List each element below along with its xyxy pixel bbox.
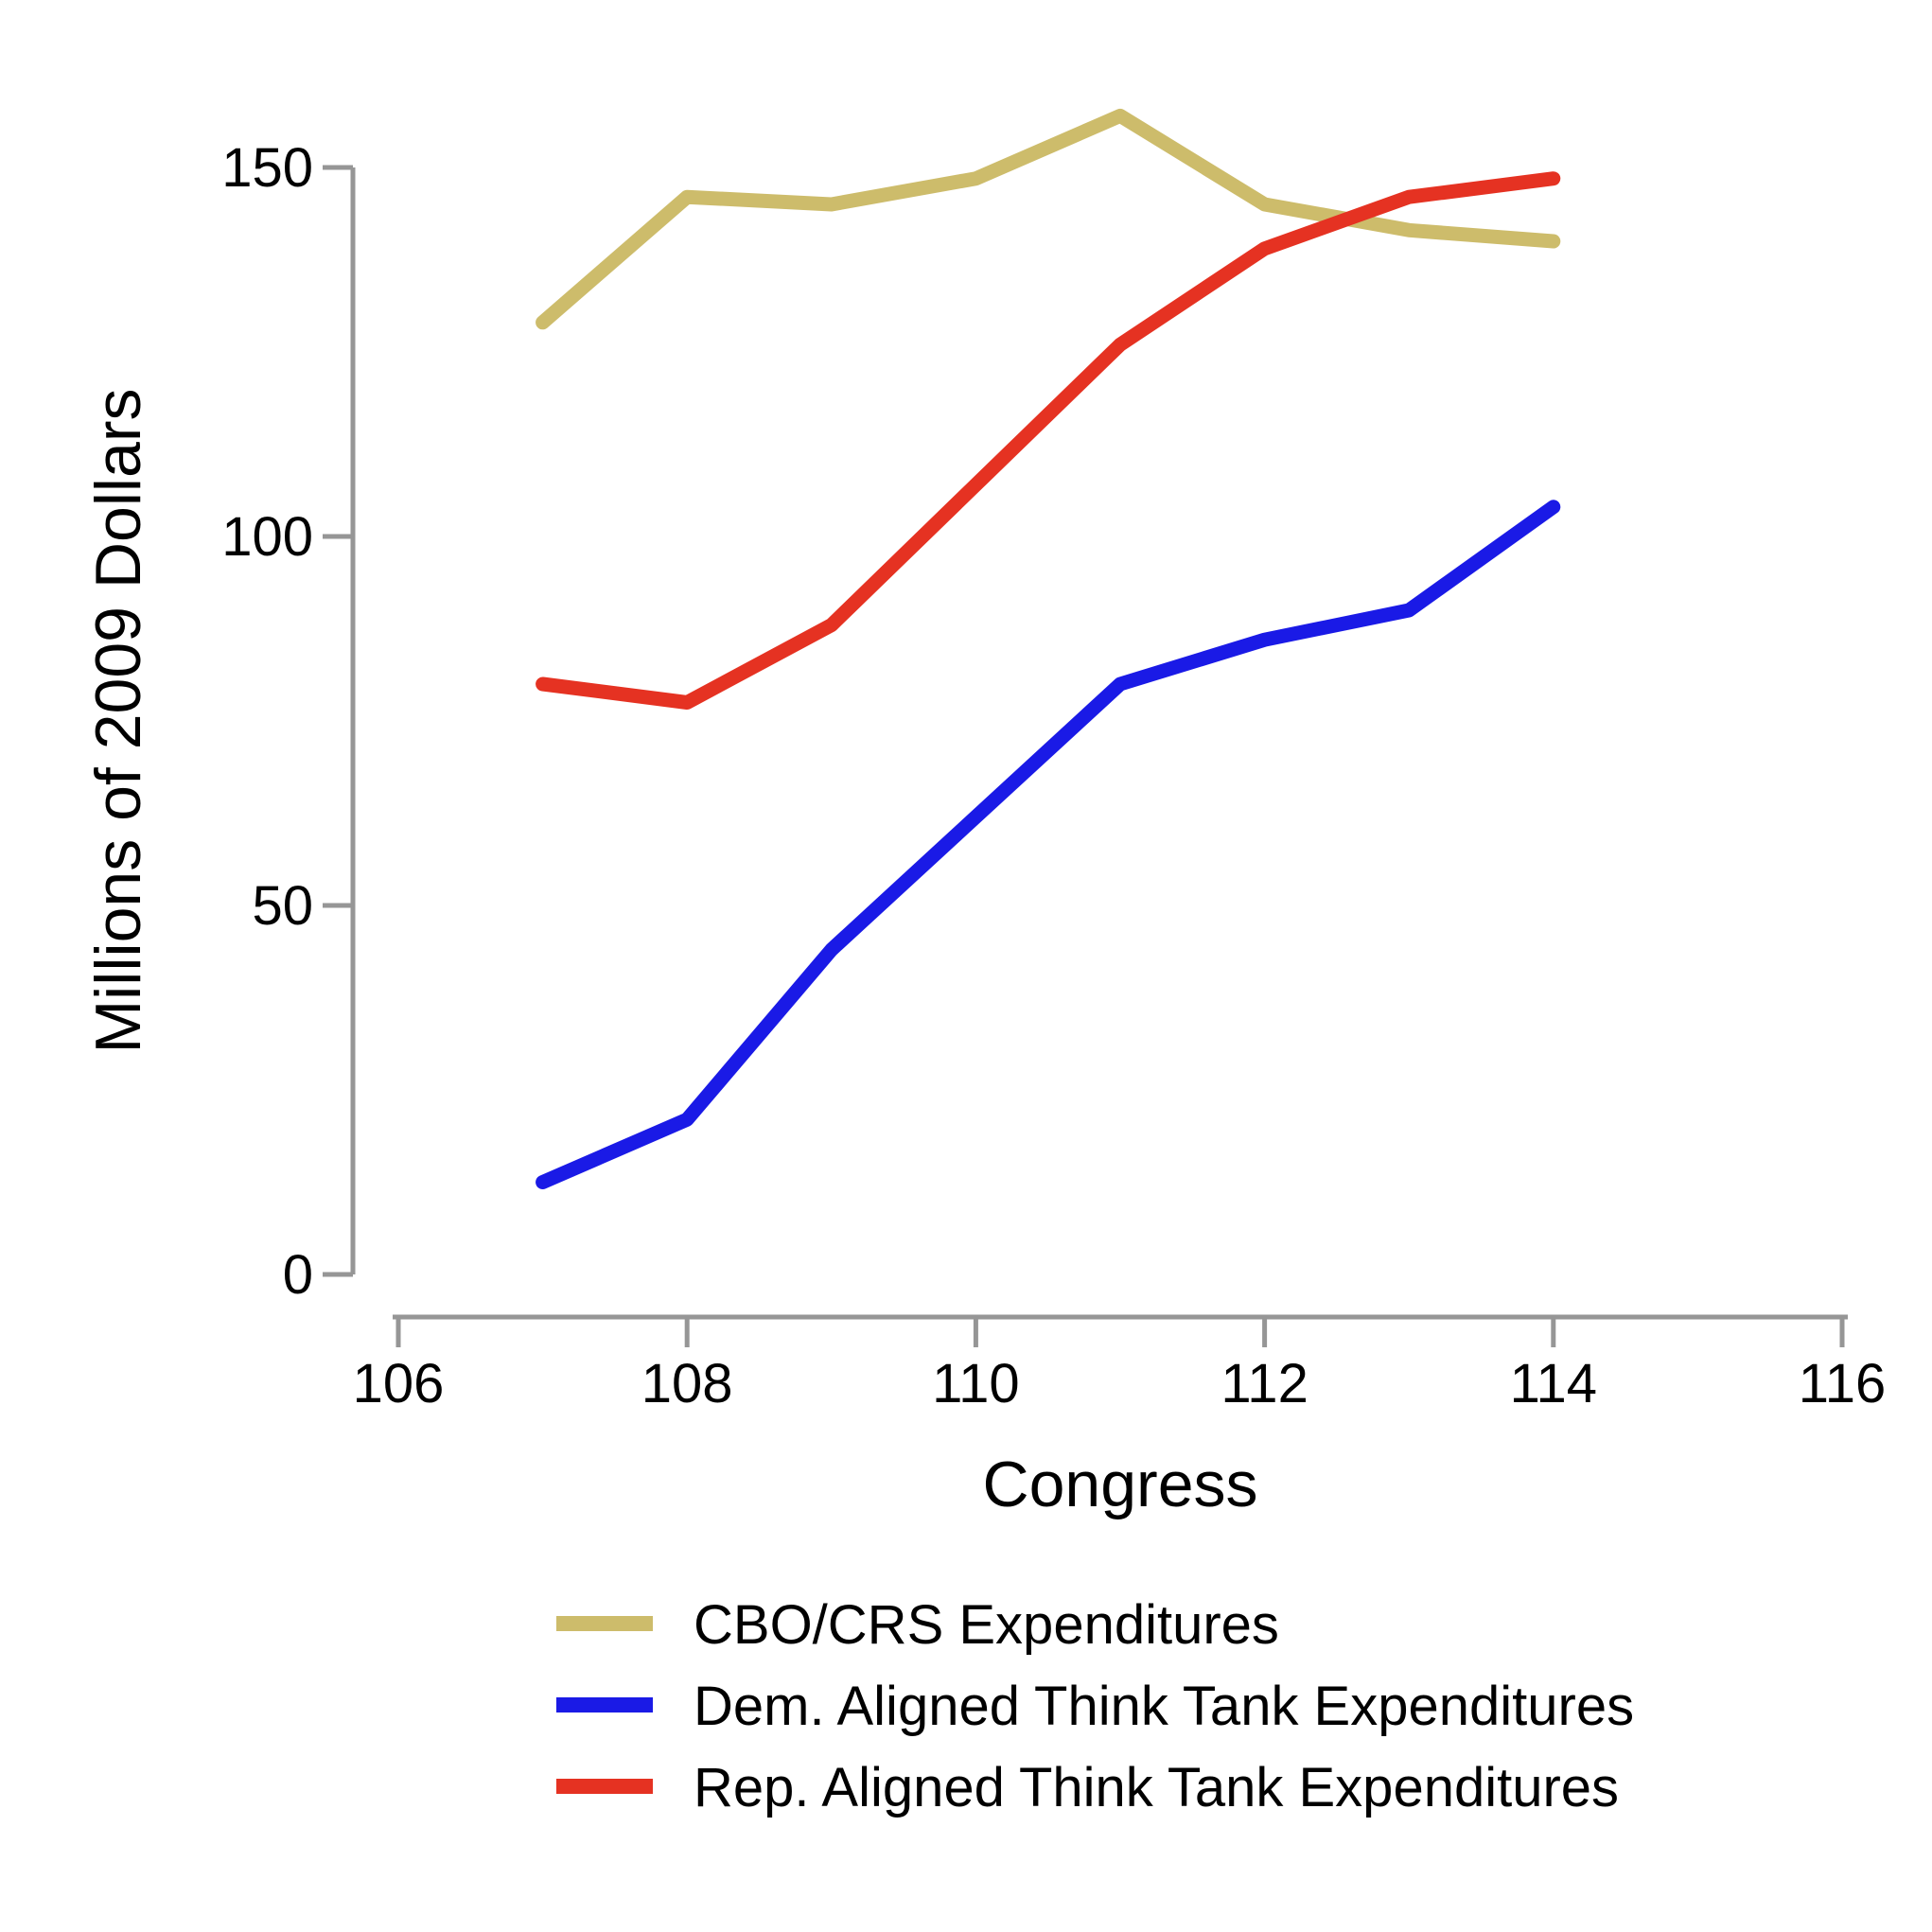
- x-tick-label: 106: [353, 1353, 445, 1414]
- series-line-1: [536, 500, 1561, 1189]
- x-tick-label: 114: [1510, 1353, 1597, 1414]
- y-tick-label: 50: [252, 875, 313, 937]
- legend-label-0: CBO/CRS Expenditures: [694, 1594, 1279, 1656]
- axes: 0 50 100 150 106 108 110 112 114 116: [221, 137, 1886, 1414]
- series-line-2: [536, 171, 1561, 710]
- y-axis-title: Millions of 2009 Dollars: [82, 389, 154, 1054]
- legend: CBO/CRS Expenditures Dem. Aligned Think T…: [556, 1594, 1634, 1818]
- x-tick-label: 110: [932, 1353, 1019, 1414]
- x-tick-label: 108: [641, 1353, 733, 1414]
- legend-label-2: Rep. Aligned Think Tank Expenditures: [694, 1757, 1619, 1818]
- y-tick-label: 0: [283, 1244, 313, 1306]
- data-series: [536, 108, 1561, 1189]
- y-tick-label: 150: [221, 137, 313, 199]
- y-tick-label: 100: [221, 506, 313, 568]
- x-axis-title: Congress: [982, 1449, 1257, 1520]
- x-tick-label: 116: [1799, 1353, 1886, 1414]
- legend-label-1: Dem. Aligned Think Tank Expenditures: [694, 1676, 1634, 1737]
- x-tick-label: 112: [1221, 1353, 1308, 1414]
- series-line-0: [536, 108, 1561, 330]
